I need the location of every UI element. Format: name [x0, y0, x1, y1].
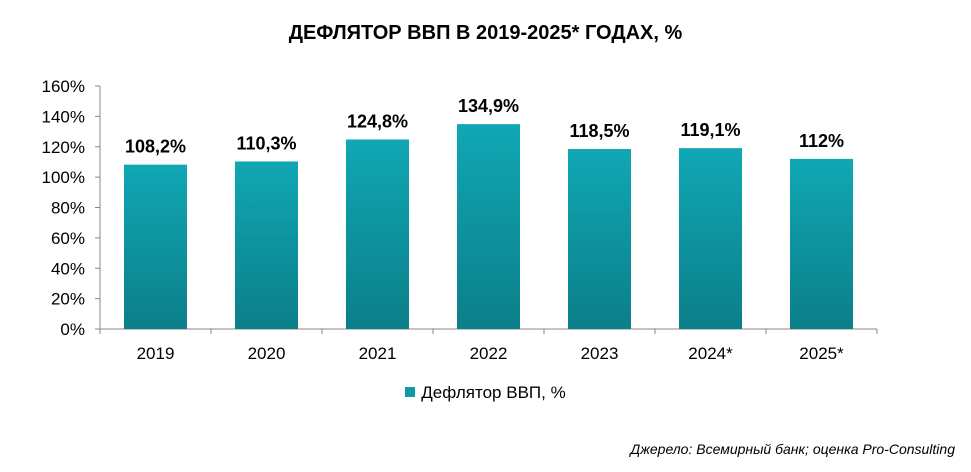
- data-label: 108,2%: [125, 137, 186, 157]
- bar: [235, 161, 298, 329]
- bar: [346, 139, 409, 329]
- x-tick-label: 2020: [248, 344, 286, 363]
- data-label: 112%: [799, 131, 844, 151]
- bar: [124, 164, 187, 329]
- data-label: 110,3%: [236, 133, 296, 153]
- y-tick-label: 80%: [51, 199, 85, 218]
- legend-swatch: [405, 387, 416, 397]
- chart-data-labels: 108,2% 110,3% 124,8% 134,9% 118,5% 119,1% 112%: [125, 96, 844, 157]
- x-tick-label: 2019: [137, 344, 175, 363]
- legend-label: Дефлятор ВВП, %: [421, 383, 566, 402]
- x-tick-label: 2024*: [688, 344, 733, 363]
- chart-axes: 0% 20% 40% 60% 80% 100% 120% 140% 160% 2019 2020 20…: [42, 77, 878, 363]
- bar: [568, 149, 631, 329]
- source-note: Джерело: Всемирный банк; оценка Pro-Cons…: [630, 441, 955, 457]
- x-tick-label: 2023: [581, 344, 619, 363]
- y-tick-label: 0%: [60, 320, 85, 339]
- y-tick-label: 20%: [51, 290, 85, 309]
- y-tick-label: 160%: [42, 77, 85, 96]
- data-label: 119,1%: [680, 120, 740, 140]
- y-tick-label: 140%: [42, 107, 85, 126]
- x-tick-label: 2021: [359, 344, 397, 363]
- x-tick-label: 2022: [470, 344, 508, 363]
- x-tick-label: 2025*: [799, 344, 844, 363]
- y-tick-label: 60%: [51, 229, 85, 248]
- bar: [679, 148, 742, 329]
- bar: [790, 158, 853, 329]
- data-label: 124,8%: [347, 111, 408, 131]
- y-tick-label: 100%: [42, 168, 85, 187]
- chart-legend: Дефлятор ВВП, %: [0, 383, 971, 403]
- data-label: 134,9%: [458, 96, 519, 116]
- chart-bars: [124, 124, 853, 329]
- y-tick-label: 40%: [51, 259, 85, 278]
- bar: [457, 124, 520, 329]
- y-tick-label: 120%: [42, 138, 85, 157]
- data-label: 118,5%: [569, 121, 629, 141]
- chart-title: ДЕФЛЯТОР ВВП В 2019-2025* ГОДАХ, %: [288, 22, 683, 44]
